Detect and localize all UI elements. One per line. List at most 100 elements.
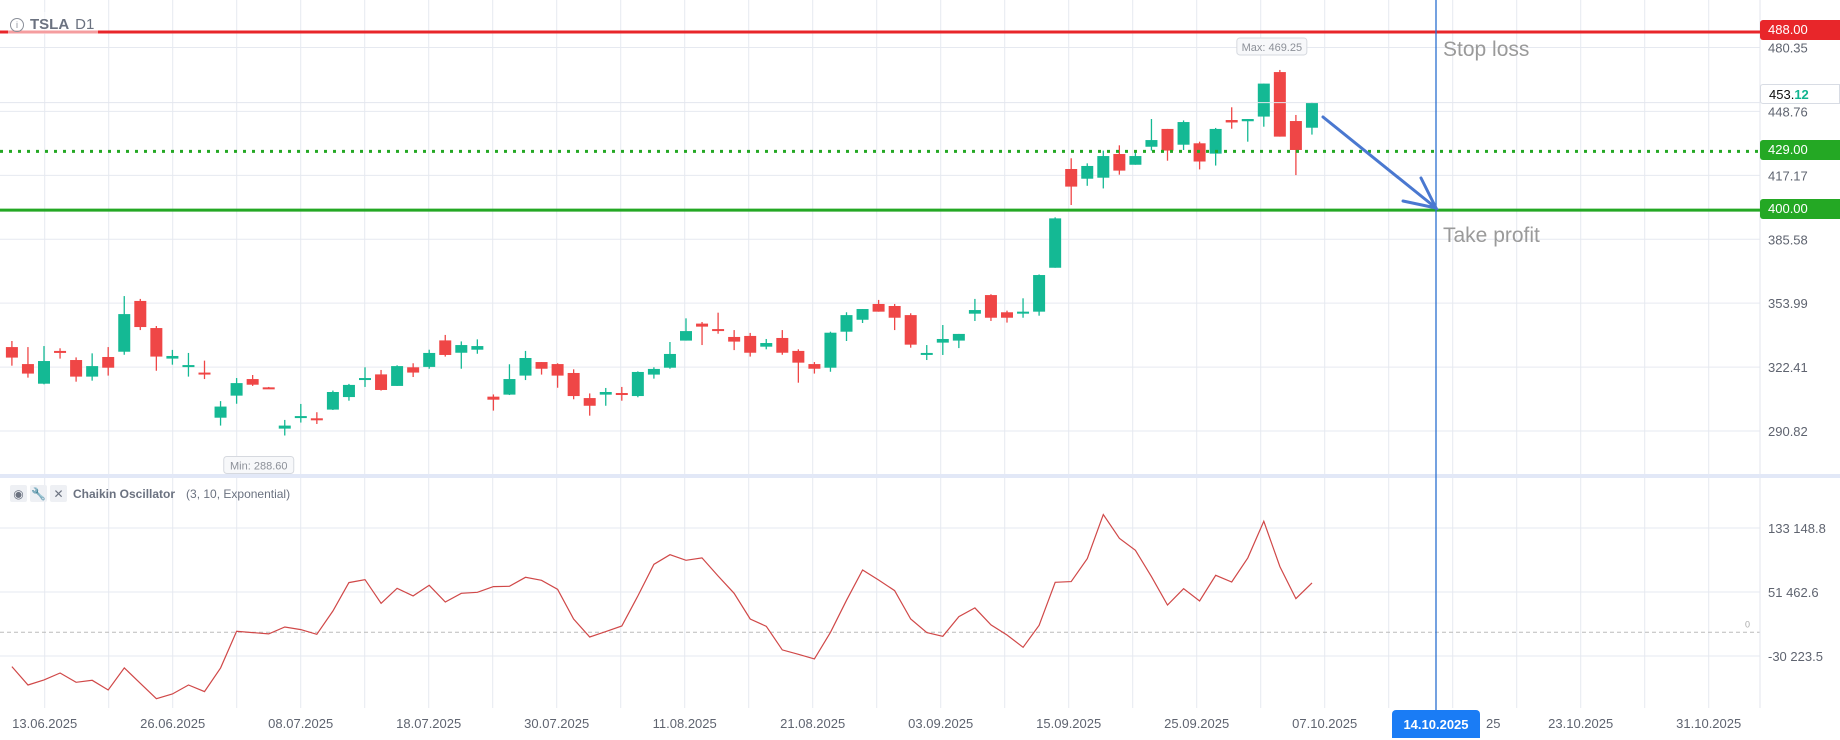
stop-loss-price-label[interactable]: 488.00 — [1760, 20, 1840, 40]
candle-body — [391, 366, 404, 386]
candle-body — [503, 379, 516, 395]
info-icon[interactable]: i — [10, 17, 24, 32]
candle-body — [262, 387, 275, 390]
price-tick-label: 290.82 — [1768, 424, 1808, 439]
current-price-label: 453.12 — [1760, 84, 1840, 104]
date-tick-fragment: 25 — [1486, 716, 1500, 731]
candle-body — [904, 315, 917, 345]
candle-body — [824, 332, 837, 368]
candle-body — [888, 305, 901, 318]
candle-body — [471, 346, 484, 350]
candle-body — [423, 352, 436, 367]
candle-body — [70, 360, 83, 377]
candle-body — [182, 365, 195, 368]
candle-body — [54, 350, 67, 353]
max-price-label: Max: 469.25 — [1242, 42, 1303, 54]
candle-body — [936, 338, 949, 343]
price-tick-label: 480.35 — [1768, 40, 1808, 55]
candle-body — [198, 372, 211, 375]
pane-separator — [0, 474, 1840, 478]
candle-body — [647, 368, 660, 375]
candle-body — [1289, 121, 1302, 150]
chart-header: i TSLA D1 — [10, 16, 94, 33]
candle-body — [792, 350, 805, 363]
candle-body — [246, 379, 259, 385]
candle-body — [407, 367, 420, 373]
date-tick-label: 13.06.2025 — [12, 716, 77, 731]
stop-loss-note[interactable]: Stop loss — [1443, 38, 1530, 61]
price-tick-label: 385.58 — [1768, 232, 1808, 247]
candle-body — [38, 361, 50, 384]
candle-body — [326, 391, 339, 410]
candle-body — [551, 364, 564, 376]
candle-body — [21, 364, 34, 374]
header-backdrop — [8, 12, 98, 34]
entry-price-label[interactable]: 429.00 — [1760, 140, 1840, 160]
date-tick-label: 15.09.2025 — [1036, 716, 1101, 731]
candle-body — [631, 371, 644, 397]
candle-body — [214, 406, 227, 418]
candle-body — [134, 300, 147, 328]
indicator-header: ◉ 🔧 ✕ Chaikin Oscillator (3, 10, Exponen… — [10, 485, 290, 502]
date-tick-label: 08.07.2025 — [268, 716, 333, 731]
min-price-label: Min: 288.60 — [230, 461, 287, 473]
candle-body — [5, 347, 18, 358]
price-tick-label: 448.76 — [1768, 104, 1808, 119]
candle-body — [1113, 154, 1126, 171]
candle-body — [1129, 156, 1142, 165]
candle-body — [1033, 275, 1046, 312]
chaikin-oscillator-line — [11, 513, 1313, 700]
take-profit-price-label[interactable]: 400.00 — [1760, 199, 1840, 219]
date-tick-label: 11.08.2025 — [653, 716, 717, 731]
candle-body — [86, 366, 99, 377]
current-price-int: 453. — [1769, 87, 1795, 102]
cursor-date-label: 14.10.2025 — [1392, 710, 1480, 738]
close-icon[interactable]: ✕ — [50, 485, 67, 502]
oscillator-tick-label: -30 223.5 — [1768, 649, 1823, 664]
candle-body — [455, 345, 468, 353]
candle-body — [535, 362, 548, 369]
candle-body — [118, 314, 131, 352]
candle-body — [519, 358, 532, 376]
candle-body — [744, 335, 757, 353]
candle-body — [487, 396, 500, 400]
candle-body — [150, 328, 163, 357]
date-tick-label: 21.08.2025 — [780, 716, 845, 731]
trend-arrow — [1321, 115, 1439, 211]
zero-label: 0 — [1745, 619, 1750, 629]
candle-body — [712, 329, 725, 332]
max-price-label-box — [1236, 37, 1308, 56]
candle-body — [1161, 128, 1174, 151]
date-tick-label: 30.07.2025 — [524, 716, 589, 731]
take-profit-note[interactable]: Take profit — [1443, 224, 1540, 247]
candle-body — [680, 331, 692, 341]
candle-body — [567, 372, 580, 397]
timeframe-label[interactable]: D1 — [75, 16, 95, 33]
date-tick-label: 26.06.2025 — [140, 716, 205, 731]
candle-body — [872, 303, 885, 312]
date-tick-label: 31.10.2025 — [1676, 716, 1741, 731]
price-tick-label: 353.99 — [1768, 296, 1808, 311]
candle-body — [808, 364, 821, 369]
candle-body — [102, 356, 115, 368]
eye-icon[interactable]: ◉ — [10, 485, 27, 502]
candle-body — [1065, 168, 1078, 187]
date-tick-label: 07.10.2025 — [1292, 716, 1357, 731]
candle-body — [359, 378, 371, 381]
candle-body — [583, 398, 596, 406]
candle-body — [230, 383, 243, 396]
price-tick-label: 417.17 — [1768, 168, 1808, 183]
candle-body — [1145, 140, 1158, 147]
date-tick-label: 25.09.2025 — [1164, 716, 1229, 731]
candle-body — [760, 343, 773, 347]
candle-body — [663, 353, 676, 368]
candle-body — [1097, 156, 1110, 178]
price-tick-label: 322.41 — [1768, 360, 1808, 375]
candle-body — [1257, 83, 1270, 117]
candle-body — [375, 374, 388, 390]
candle-body — [952, 333, 965, 341]
wrench-icon[interactable]: 🔧 — [30, 485, 47, 502]
candle-body — [1177, 122, 1190, 145]
candle-body — [968, 310, 981, 314]
